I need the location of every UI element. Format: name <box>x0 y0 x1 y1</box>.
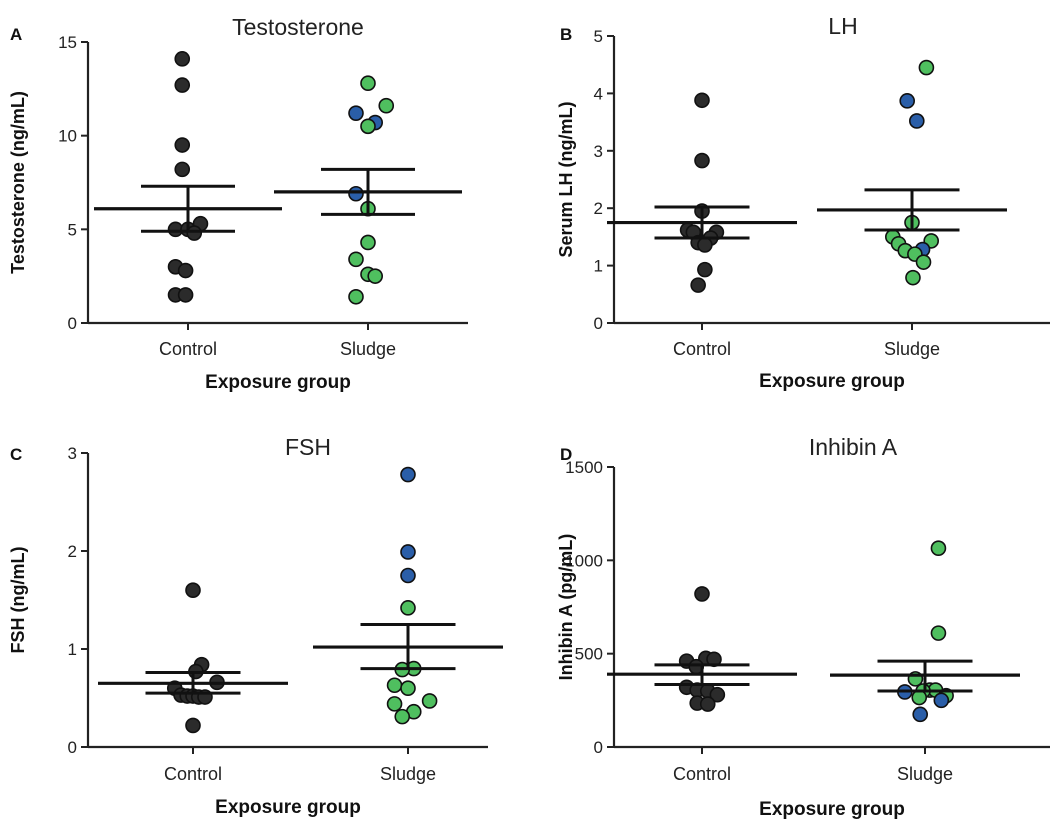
y-tick-label: 0 <box>68 738 77 757</box>
data-point <box>348 105 364 121</box>
x-axis-title: Exposure group <box>205 372 351 393</box>
y-tick-label: 2 <box>68 542 77 561</box>
x-axis-title: Exposure group <box>759 371 905 392</box>
y-axis-title: Serum LH (ng/mL) <box>556 101 576 257</box>
data-point <box>933 692 950 709</box>
data-point <box>185 582 201 599</box>
chart-panel-c: C FSH 0 1 2 3 Control Sludge Exposure group FSH (… <box>8 434 503 818</box>
x-tick-label: Control <box>673 339 731 359</box>
panel-letter: B <box>560 25 572 44</box>
chart-title: Inhibin A <box>809 434 898 460</box>
x-tick-label: Control <box>164 764 222 784</box>
chart-panel-a: A Testosterone 0 5 10 15 Control Sludge Exposure… <box>8 14 468 393</box>
y-tick-label: 4 <box>594 84 603 103</box>
data-point <box>694 152 710 169</box>
y-tick-label: 3 <box>68 444 77 463</box>
data-point <box>186 225 203 241</box>
y-tick-label: 0 <box>594 314 603 333</box>
data-point <box>386 677 403 694</box>
data-point <box>360 118 376 135</box>
y-tick-label: 1 <box>594 257 603 276</box>
data-point <box>697 261 713 278</box>
data-point <box>348 288 364 305</box>
data-point <box>699 696 716 712</box>
data-point <box>174 77 191 93</box>
data-point <box>694 586 710 602</box>
y-tick-label: 5 <box>594 27 603 46</box>
data-point <box>174 51 191 67</box>
data-point <box>912 706 929 723</box>
y-tick-label: 3 <box>594 142 603 161</box>
data-point <box>360 75 376 92</box>
chart-panel-b: B LH 0 1 2 3 4 5 Control Sludge Exposure group Seru… <box>556 13 1050 392</box>
y-tick-label: 0 <box>68 314 77 333</box>
y-axis-title: Testosterone (ng/mL) <box>8 91 28 274</box>
x-tick-label: Control <box>673 764 731 784</box>
y-axis-title: FSH (ng/mL) <box>8 547 28 654</box>
y-tick-label: 10 <box>58 127 77 146</box>
y-tick-label: 1500 <box>565 458 603 477</box>
data-point <box>908 113 925 129</box>
data-point <box>394 708 411 725</box>
data-point <box>386 696 403 712</box>
data-point <box>899 93 916 109</box>
data-point <box>911 689 928 706</box>
data-point <box>177 287 194 303</box>
panel-letter: C <box>10 445 22 464</box>
chart-panel-d: D Inhibin A 0 500 1000 1500 Control Sludge Expos… <box>556 434 1050 819</box>
data-point <box>367 268 384 284</box>
y-tick-label: 5 <box>68 220 77 239</box>
data-point <box>177 262 194 279</box>
x-tick-label: Sludge <box>340 339 396 359</box>
y-tick-label: 1000 <box>565 551 603 570</box>
data-point <box>400 680 416 697</box>
data-point <box>709 686 726 703</box>
y-tick-label: 1 <box>68 640 77 659</box>
data-point <box>378 97 395 114</box>
y-tick-label: 500 <box>575 645 603 664</box>
data-point <box>918 59 935 76</box>
chart-title: Testosterone <box>232 14 364 40</box>
data-point <box>360 234 376 251</box>
data-point <box>174 161 191 178</box>
x-tick-label: Control <box>159 339 217 359</box>
y-tick-label: 0 <box>594 738 603 757</box>
data-point <box>400 544 416 560</box>
data-point <box>174 137 191 153</box>
data-point <box>930 540 947 557</box>
chart-title: LH <box>828 13 857 39</box>
data-point <box>421 693 438 709</box>
x-tick-label: Sludge <box>897 764 953 784</box>
data-point <box>400 600 416 616</box>
y-axis-title: Inhibin A (pg/mL) <box>556 534 576 681</box>
data-point <box>690 277 706 293</box>
data-point <box>915 254 932 270</box>
data-point <box>400 567 416 584</box>
data-point <box>400 466 416 483</box>
data-point <box>697 237 713 253</box>
y-tick-label: 15 <box>58 33 77 52</box>
x-axis-title: Exposure group <box>759 799 905 819</box>
x-axis-title: Exposure group <box>215 797 361 818</box>
chart-title: FSH <box>285 434 331 460</box>
x-tick-label: Sludge <box>380 764 436 784</box>
data-point <box>905 269 921 286</box>
data-point <box>348 251 364 268</box>
panel-letter: D <box>560 445 572 464</box>
data-point <box>930 625 947 641</box>
panel-letter: A <box>10 25 22 44</box>
data-point <box>694 92 710 109</box>
data-point <box>348 185 364 202</box>
x-tick-label: Sludge <box>884 339 940 359</box>
data-point <box>185 717 201 734</box>
y-tick-label: 2 <box>594 199 603 218</box>
